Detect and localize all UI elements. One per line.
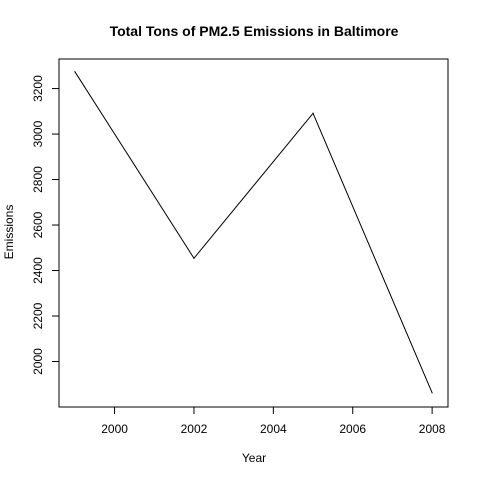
y-tick-label: 2400 xyxy=(31,257,45,284)
x-axis: 2000 2002 2004 2006 2008 xyxy=(101,407,446,436)
data-point xyxy=(312,112,314,114)
y-tick-label: 2200 xyxy=(31,302,45,329)
data-point xyxy=(193,257,195,259)
chart-title: Total Tons of PM2.5 Emissions in Baltimo… xyxy=(110,23,399,39)
x-axis-label: Year xyxy=(242,451,266,465)
series-group xyxy=(74,71,433,394)
y-tick-label: 2800 xyxy=(31,166,45,193)
x-tick-label: 2000 xyxy=(101,422,128,436)
x-tick-label: 2004 xyxy=(260,422,287,436)
y-tick-label: 3000 xyxy=(31,120,45,147)
data-point xyxy=(74,71,76,73)
y-tick-label: 3200 xyxy=(31,75,45,102)
x-tick-label: 2002 xyxy=(181,422,208,436)
plot-frame xyxy=(58,58,449,408)
y-tick-label: 2000 xyxy=(31,348,45,375)
y-tick-label: 2600 xyxy=(31,211,45,238)
data-point xyxy=(431,392,433,394)
series-line xyxy=(74,71,433,394)
y-axis-label: Emissions xyxy=(2,205,16,260)
x-tick-label: 2008 xyxy=(419,422,446,436)
x-tick-label: 2006 xyxy=(339,422,366,436)
y-axis: 2000 2200 2400 2600 2800 3000 3200 xyxy=(31,75,59,375)
